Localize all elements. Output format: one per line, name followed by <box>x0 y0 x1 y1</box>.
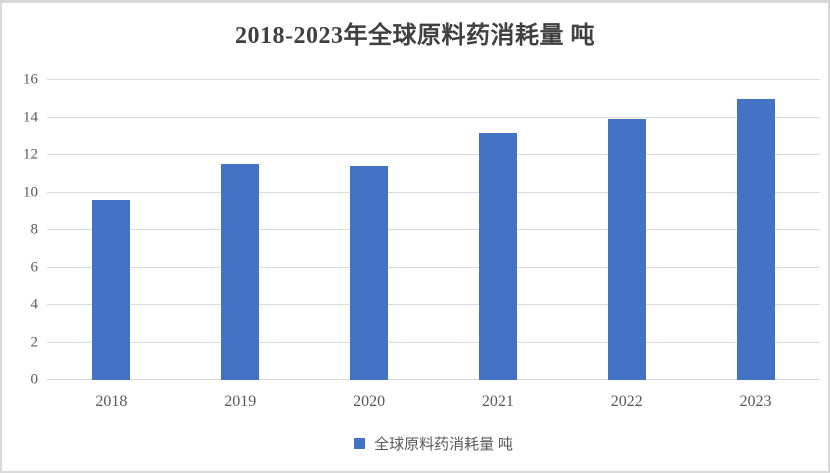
bar-2020 <box>350 166 389 380</box>
legend-swatch-icon <box>354 438 366 449</box>
bar-slot <box>176 80 305 380</box>
gridline <box>47 229 820 230</box>
bar-2018 <box>92 200 131 380</box>
bar-series <box>47 80 820 380</box>
bar-slot <box>47 80 176 380</box>
y-tick-label: 2 <box>30 334 39 350</box>
x-tick-label: 2019 <box>224 393 257 410</box>
bar-2019 <box>221 164 260 380</box>
y-tick-label: 4 <box>30 296 39 313</box>
y-tick-label: 10 <box>23 184 38 200</box>
x-tick-label: 2023 <box>739 393 772 410</box>
y-axis-labels: 0 2 4 6 8 10 12 14 16 <box>2 72 39 387</box>
chart-title: 2018-2023年全球原料药消耗量 吨 <box>235 23 595 49</box>
gridline <box>47 116 820 118</box>
bar-2022 <box>607 119 646 380</box>
x-tick-label: 2022 <box>610 393 643 410</box>
y-tick-label: 12 <box>23 146 38 163</box>
legend: 全球原料药消耗量 吨 <box>47 433 820 454</box>
legend-label: 全球原料药消耗量 吨 <box>374 437 513 453</box>
gridline <box>47 79 820 80</box>
y-tick-label: 14 <box>23 109 38 125</box>
gridline <box>47 191 820 193</box>
y-tick-label: 16 <box>23 71 38 88</box>
gridline <box>47 266 820 268</box>
y-tick-label: 6 <box>30 259 39 275</box>
plot-area <box>47 79 820 380</box>
gridline <box>47 154 820 155</box>
x-axis-labels: 2018 2019 2020 2021 2022 2023 <box>47 393 820 411</box>
x-tick-label: 2020 <box>353 393 386 410</box>
bar-slot <box>562 80 691 380</box>
bar-2021 <box>478 132 517 380</box>
bar-slot <box>691 80 820 380</box>
gridline <box>47 379 820 380</box>
gridline <box>47 341 820 343</box>
bar-slot <box>433 80 562 380</box>
x-tick-label: 2021 <box>481 393 514 410</box>
x-tick-label: 2018 <box>95 393 128 410</box>
gridline <box>47 304 820 305</box>
y-tick-label: 8 <box>30 221 39 238</box>
bar-slot <box>305 80 434 380</box>
bar-2023 <box>736 98 775 380</box>
y-tick-label: 0 <box>30 371 39 388</box>
